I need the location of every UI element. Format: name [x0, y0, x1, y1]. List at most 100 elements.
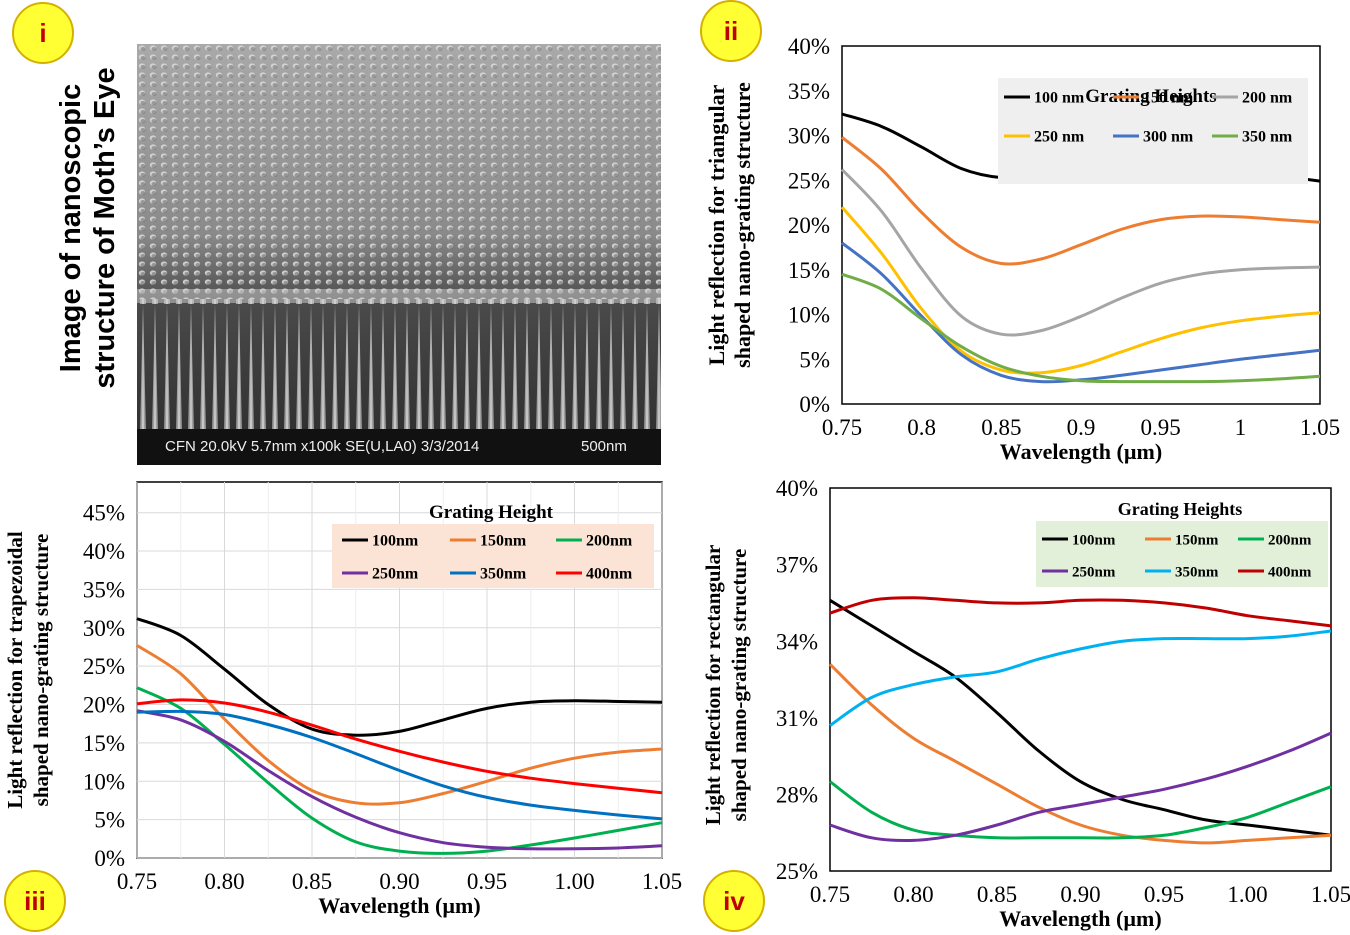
series-line-350nm: [841, 272, 1321, 384]
y-tick-label: 25%: [776, 859, 818, 884]
chart-trapezoidal: 0% 5% 10% 15% 20% 25% 30% 35% 40% 45% 0.75 0.80 0.85…: [3, 481, 682, 918]
y-axis-label-line: shaped nano-grating structure: [727, 549, 751, 822]
y-tick-label: 25%: [788, 168, 830, 193]
panel-i-title-line1: Image of nanoscopic: [55, 83, 87, 373]
legend-entry: 400nm: [586, 566, 633, 583]
series-line-250nm: [136, 709, 663, 851]
y-tick-label: 10%: [788, 303, 830, 328]
x-tick-label: 1.00: [1227, 882, 1267, 907]
legend-entry: 100nm: [1072, 532, 1116, 548]
x-tick-label: 0.85: [977, 882, 1017, 907]
series-line-100nm: [136, 617, 663, 737]
panel-iv-badge-label: iv: [723, 885, 745, 916]
legend-box: [998, 78, 1308, 184]
x-tick-label: 0.90: [1060, 882, 1100, 907]
series-line-350nm: [829, 629, 1332, 727]
y-tick-label: 20%: [83, 693, 125, 718]
legend-title: Grating Height: [429, 502, 554, 523]
legend-entry: 200nm: [586, 533, 633, 550]
y-tick-label: 40%: [788, 34, 830, 59]
x-tick-label: 1.05: [1300, 415, 1340, 440]
x-tick-label: 0.90: [379, 869, 419, 894]
legend-entry: 100 nm: [1034, 90, 1085, 107]
x-tick-label: 0.80: [893, 882, 933, 907]
x-tick-label: 0.75: [117, 869, 157, 894]
y-tick-label: 25%: [83, 654, 125, 679]
x-tick-label: 1.00: [554, 869, 594, 894]
legend-entry: 100nm: [372, 533, 419, 550]
y-tick-label: 5%: [799, 347, 830, 372]
moth-eye-sem-image: CFN 20.0kV 5.7mm x100k SE(U,LA0) 3/3/201…: [137, 44, 661, 465]
y-tick-label: 10%: [83, 769, 125, 794]
series-line-150nm: [841, 136, 1321, 266]
x-axis-label: Wavelength (µm): [999, 906, 1161, 931]
y-tick-label: 34%: [776, 629, 818, 654]
series-line-150nm: [136, 644, 663, 806]
series-line-250nm: [829, 731, 1332, 843]
sem-caption-text: CFN 20.0kV 5.7mm x100k SE(U,LA0) 3/3/201…: [165, 438, 480, 455]
chart-rectangular: 25% 28% 31% 34% 37% 40% 0.75 0.80 0.85 0.90 0.95 1.…: [701, 476, 1350, 931]
y-tick-label: 37%: [776, 553, 818, 578]
x-tick-label: 0.75: [822, 415, 862, 440]
x-tick-label: 1: [1235, 415, 1247, 440]
x-tick-label: 0.75: [810, 882, 850, 907]
series-line-200nm: [840, 168, 1321, 337]
y-tick-label: 0%: [94, 846, 125, 871]
legend-entry: 250nm: [1072, 564, 1116, 580]
y-tick-label: 15%: [83, 731, 125, 756]
panel-ii-badge: ii: [700, 0, 762, 62]
series-line-200nm: [829, 780, 1332, 840]
legend-entry: 200nm: [1268, 532, 1312, 548]
legend-box: [332, 524, 654, 588]
series-line-250nm: [840, 206, 1321, 375]
legend-entry: 350 nm: [1242, 129, 1293, 146]
x-tick-label: 0.85: [981, 415, 1021, 440]
legend-entry: 350nm: [1175, 564, 1219, 580]
y-tick-label: 30%: [788, 124, 830, 149]
y-tick-label: 30%: [83, 616, 125, 641]
y-tick-label: 31%: [776, 706, 818, 731]
legend-box: [1036, 521, 1328, 587]
y-axis-label-line: Light reflection for trapezoidal: [3, 531, 27, 809]
sem-image-drawing: [137, 44, 661, 465]
y-tick-label: 35%: [83, 577, 125, 602]
y-axis-label-line: shaped nano-grating structure: [29, 534, 53, 807]
y-tick-label: 40%: [776, 476, 818, 501]
y-tick-label: 0%: [799, 392, 830, 417]
panel-i-title: Image of nanoscopic structure of Moth’s …: [54, 3, 122, 453]
panel-i-badge: i: [12, 2, 74, 64]
legend: Grating Height 100nm 150nm 200nm 250nm 350nm 4…: [332, 502, 654, 588]
series-line-200nm: [136, 686, 663, 855]
legend-entry: 250nm: [372, 566, 419, 583]
series-line-400nm: [136, 698, 663, 795]
x-tick-label: 0.8: [907, 415, 936, 440]
legend-title: Grating Heights: [1118, 499, 1243, 519]
panel-ii-badge-label: ii: [723, 15, 739, 46]
series-line-100nm: [829, 599, 1332, 837]
x-tick-label: 0.95: [1141, 415, 1181, 440]
y-tick-label: 5%: [94, 808, 125, 833]
legend-entry: 150nm: [480, 533, 527, 550]
legend-title: Grating Heights: [1085, 86, 1216, 107]
x-tick-label: 0.85: [292, 869, 332, 894]
sem-caption-bar: CFN 20.0kV 5.7mm x100k SE(U,LA0) 3/3/201…: [137, 429, 661, 465]
legend-entry: 300 nm: [1143, 129, 1194, 146]
x-tick-label: 0.95: [1144, 882, 1184, 907]
series-line-350nm: [136, 709, 663, 821]
y-tick-label: 20%: [788, 213, 830, 238]
x-tick-label: 0.80: [204, 869, 244, 894]
y-axis-label-line: shaped nano-grating structure: [730, 82, 755, 368]
legend-entry: 150nm: [1175, 532, 1219, 548]
sem-scale-label: 500nm: [581, 438, 627, 455]
x-tick-label: 1.05: [1311, 882, 1350, 907]
chart-triangular: 0% 5% 10% 15% 20% 25% 30% 35% 40% 0.75 0.8 0.85 0.9 0…: [704, 34, 1340, 464]
panel-iii-badge-label: iii: [24, 885, 46, 916]
legend-entry: 350nm: [480, 566, 527, 583]
legend-entry: 250 nm: [1034, 129, 1085, 146]
y-axis-label-line: Light reflection for rectangular: [701, 545, 725, 826]
panel-i-badge-label: i: [39, 17, 47, 48]
x-tick-label: 0.9: [1067, 415, 1096, 440]
x-tick-label: 0.95: [467, 869, 507, 894]
